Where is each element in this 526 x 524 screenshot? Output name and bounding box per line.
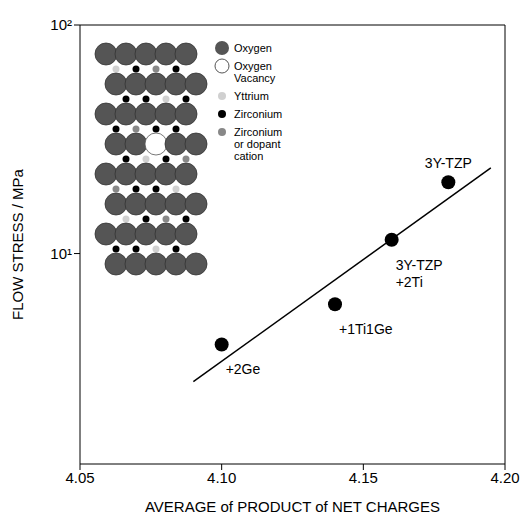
- svg-text:4.20: 4.20: [490, 469, 519, 486]
- svg-text:Oxygen: Oxygen: [234, 42, 272, 54]
- svg-text:Vacancy: Vacancy: [234, 72, 276, 84]
- svg-text:3Y-TZP: 3Y-TZP: [396, 257, 443, 273]
- svg-text:Oxygen: Oxygen: [234, 60, 272, 72]
- svg-text:3Y-TZP: 3Y-TZP: [425, 155, 472, 171]
- svg-text:FLOW STRESS / MPa: FLOW STRESS / MPa: [9, 168, 26, 320]
- svg-text:Yttrium: Yttrium: [234, 90, 269, 102]
- svg-text:10¹: 10¹: [50, 245, 72, 262]
- svg-text:10²: 10²: [50, 16, 72, 33]
- svg-text:4.05: 4.05: [65, 469, 94, 486]
- svg-text:Zirconium: Zirconium: [234, 126, 282, 138]
- svg-text:+1Ti1Ge: +1Ti1Ge: [339, 321, 393, 337]
- svg-text:or dopant: or dopant: [234, 138, 280, 150]
- svg-text:AVERAGE of PRODUCT of NET CHAR: AVERAGE of PRODUCT of NET CHARGES: [145, 498, 440, 515]
- svg-text:Zirconium: Zirconium: [234, 108, 282, 120]
- svg-text:4.10: 4.10: [207, 469, 236, 486]
- svg-text:cation: cation: [234, 150, 263, 162]
- svg-text:+2Ti: +2Ti: [396, 274, 423, 290]
- svg-text:4.15: 4.15: [349, 469, 378, 486]
- svg-text:+2Ge: +2Ge: [226, 361, 261, 377]
